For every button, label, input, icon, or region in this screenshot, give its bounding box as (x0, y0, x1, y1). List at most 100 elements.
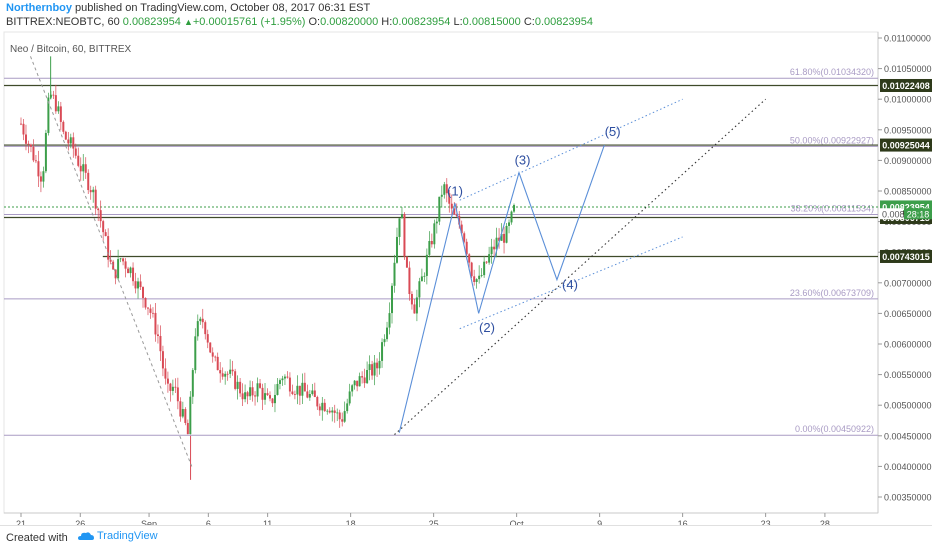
candle-body (189, 396, 192, 435)
candle-body (430, 240, 433, 245)
author-link[interactable]: Northernboy (6, 2, 72, 14)
candle-body (179, 401, 182, 417)
ohlc-line: BITTREX:NEOBTC, 60 0.00823954 ▲+0.000157… (6, 16, 593, 28)
candle-body (271, 398, 274, 404)
candle-body (251, 387, 254, 396)
candle-body (52, 94, 55, 96)
fib-level-label: 50.00%(0.00922927) (790, 135, 874, 145)
tradingview-brand-text: TradingView (97, 530, 158, 542)
candle-body (149, 308, 152, 313)
close-value: 0.00823954 (534, 16, 593, 28)
candle-body (276, 383, 279, 395)
candle-body (376, 362, 379, 369)
x-tick-label: 11 (263, 519, 272, 525)
candle-body (236, 381, 239, 389)
plot-area (3, 31, 879, 514)
candle-body (443, 184, 446, 195)
candle-body (420, 276, 423, 282)
candle-body (293, 393, 296, 395)
up-arrow-icon: ▲ (183, 17, 193, 27)
candle-body (209, 342, 212, 353)
candle-body (468, 254, 471, 263)
candle-body (20, 123, 22, 125)
symbol-label: Neo / Bitcoin, 60, BITTREX (10, 44, 132, 55)
fib-level-label: 0.00%(0.00450922) (795, 424, 874, 434)
candle-body (186, 422, 189, 435)
candle-body (259, 383, 262, 388)
y-tick-label: 0.00600000 (884, 340, 932, 350)
candle-body (470, 262, 473, 277)
candle-body (453, 208, 456, 215)
fib-level-label: 61.80%(0.01034320) (790, 67, 874, 77)
candle-body (433, 223, 436, 245)
candle-body (388, 313, 391, 328)
x-tick-label: 28 (820, 519, 830, 525)
candle-body (214, 356, 217, 358)
candle-body (206, 334, 209, 343)
candle-body (321, 402, 324, 411)
candle-body (176, 387, 179, 402)
candle-body (211, 352, 214, 357)
candle-body (221, 373, 224, 377)
price-tag (880, 138, 932, 152)
candle-body (164, 368, 167, 379)
candle-body (77, 155, 80, 166)
candle-body (22, 123, 25, 135)
candle-body (508, 222, 511, 226)
candle-body (353, 380, 356, 386)
candle-body (117, 259, 120, 279)
x-tick-label: 26 (75, 519, 85, 525)
high-value: 0.00823954 (392, 16, 451, 28)
candle-body (69, 137, 72, 144)
candle-body (440, 194, 443, 197)
candle-body (333, 410, 336, 413)
candle-body (403, 214, 406, 257)
candle-body (395, 236, 398, 263)
candle-body (475, 279, 478, 282)
candle-body (425, 254, 428, 276)
candle-body (134, 281, 137, 289)
price-tag-label: 0.00925044 (882, 141, 930, 151)
candle-body (458, 215, 461, 225)
high-label: H: (381, 16, 393, 28)
candle-body (142, 287, 145, 298)
candle-body (386, 327, 389, 340)
price-chart[interactable]: 0.01100000 0.01050000 0.01000000 0.00950000… (0, 30, 932, 525)
candle-body (368, 364, 371, 370)
candle-body (450, 203, 453, 209)
candle-body (27, 143, 30, 145)
candle-body (291, 391, 294, 394)
candle-body (343, 411, 346, 422)
candle-body (313, 390, 316, 398)
candle-body (246, 392, 249, 397)
candle-body (488, 254, 491, 263)
candle-body (510, 211, 513, 223)
candle-body (383, 339, 386, 343)
candle-body (57, 106, 60, 112)
candle-body (194, 336, 197, 371)
tradingview-logo[interactable]: TradingView (78, 530, 158, 542)
candle-body (331, 410, 334, 413)
candle-body (303, 382, 306, 392)
partial-price-tag (880, 208, 903, 220)
countdown-tag (904, 208, 932, 220)
candle-body (408, 267, 411, 295)
candle-body (109, 259, 112, 262)
candle-body (438, 196, 441, 222)
candle-body (107, 236, 110, 260)
candle-body (74, 148, 77, 156)
candle-body (361, 376, 364, 378)
candle-body (129, 267, 132, 274)
candle-body (366, 369, 369, 384)
candle-body (181, 409, 184, 417)
wave-label: (1) (447, 183, 463, 198)
y-tick-label: 0.00400000 (884, 462, 932, 472)
y-tick-label: 0.00850000 (884, 187, 932, 197)
candle-body (381, 342, 384, 361)
candle-body (89, 190, 92, 193)
x-tick-label: 6 (206, 519, 211, 525)
candle-body (97, 208, 100, 211)
candle-body (311, 390, 314, 395)
candle-body (249, 387, 252, 397)
candle-body (24, 134, 27, 144)
